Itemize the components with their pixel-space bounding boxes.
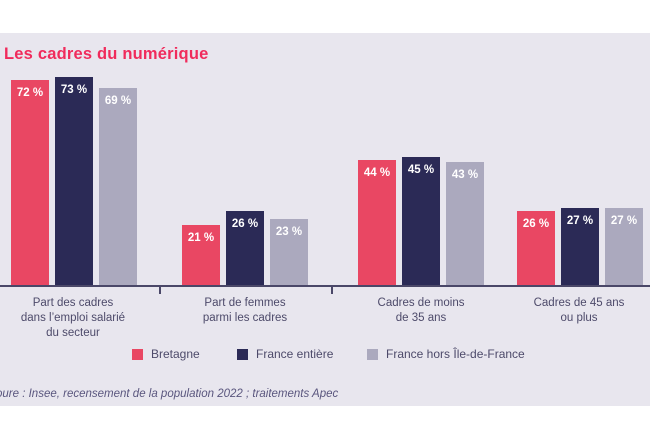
category-label: Part de femmes parmi les cadres	[202, 297, 288, 324]
bar-france-enti-re: 27 %	[561, 208, 599, 285]
bar-group: 26 % 27 % 27 %	[517, 208, 643, 285]
axis-tick	[159, 287, 161, 294]
legend-item: France hors Île-de-France	[367, 347, 525, 361]
axis-tick	[331, 287, 333, 294]
legend-label: Bretagne	[151, 347, 200, 361]
bar-value-label: 72 %	[16, 87, 44, 99]
bar-france-enti-re: 73 %	[55, 77, 93, 285]
legend-label: France entière	[256, 347, 334, 361]
legend-swatch-icon	[367, 348, 378, 360]
category-label: Part des cadres dans l’emploi salarié du s…	[20, 297, 126, 339]
bar-france-hors-le-de-france: 23 %	[270, 219, 308, 285]
legend-swatch-icon	[237, 348, 248, 360]
bar-france-hors-le-de-france: 69 %	[99, 88, 137, 285]
bar-value-label: 23 %	[275, 226, 303, 238]
bar-group: 21 % 26 % 23 %	[182, 211, 308, 285]
bar-bretagne: 26 %	[517, 211, 555, 285]
bar-value-label: 45 %	[407, 164, 435, 176]
bar-value-label: 26 %	[231, 218, 259, 230]
bar-france-enti-re: 45 %	[402, 157, 440, 285]
bar-france-hors-le-de-france: 27 %	[605, 208, 643, 285]
chart-title: Les cadres du numérique	[4, 45, 209, 63]
bar-group: 72 % 73 % 69 %	[11, 77, 137, 285]
bar-value-label: 27 %	[610, 215, 638, 227]
bar-value-label: 69 %	[104, 95, 132, 107]
bar-group: 44 % 45 % 43 %	[358, 157, 484, 285]
bar-bretagne: 21 %	[182, 225, 220, 285]
category-label: Cadres de moins de 35 ans	[377, 297, 465, 324]
bar-value-label: 44 %	[363, 167, 391, 179]
bar-value-label: 73 %	[60, 84, 88, 96]
bar-bretagne: 44 %	[358, 160, 396, 285]
legend: Bretagne France entière France hors Île-de…	[0, 347, 650, 361]
bar-value-label: 43 %	[451, 169, 479, 181]
bar-value-label: 26 %	[522, 218, 550, 230]
source-note: oure : Insee, recensement de la populati…	[0, 388, 339, 400]
bar-value-label: 21 %	[187, 232, 215, 244]
legend-item: France entière	[237, 347, 333, 361]
bar-france-enti-re: 26 %	[226, 211, 264, 285]
legend-label: France hors Île-de-France	[386, 347, 525, 361]
legend-swatch-icon	[132, 348, 143, 360]
bar-france-hors-le-de-france: 43 %	[446, 162, 484, 285]
bar-value-label: 27 %	[566, 215, 594, 227]
legend-item: Bretagne	[132, 347, 200, 361]
category-label: Cadres de 45 ans ou plus	[533, 297, 625, 324]
bar-bretagne: 72 %	[11, 80, 49, 285]
x-axis-line	[0, 285, 650, 287]
